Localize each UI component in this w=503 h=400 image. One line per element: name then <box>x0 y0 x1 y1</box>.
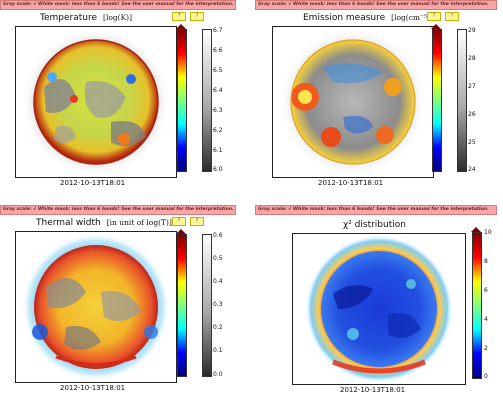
colorbar-tick: 2 <box>484 345 488 352</box>
sun-temperature-map <box>22 28 170 176</box>
colorbar-tick: 10 <box>484 229 492 236</box>
sun-chi2-map <box>305 235 453 383</box>
panel-title-text: χ² distribution <box>343 220 406 230</box>
colorbar-tick: 0 <box>484 373 488 380</box>
colorbar-tick: 27 <box>468 83 476 90</box>
colorbar-tick: 25 <box>468 139 476 146</box>
sun-image-frame <box>292 233 466 385</box>
sun-image-frame <box>15 26 177 178</box>
help-tag[interactable]: ? <box>190 217 204 226</box>
colorbar-tick: 6.0 <box>213 166 223 173</box>
panel-temperature: Gray scale: √ White mask: less than 6 ba… <box>0 0 240 190</box>
help-tag[interactable]: ? <box>445 12 459 21</box>
colorbar-tick: 24 <box>468 166 476 173</box>
panel-title-text: Temperature <box>40 13 98 23</box>
colorbar-arrow-top <box>176 229 186 234</box>
gray-scale-banner: Gray scale: √ White mask: less than 6 ba… <box>0 0 236 10</box>
panel-title-text: Emission measure <box>303 13 386 23</box>
colorbar-gray <box>457 29 467 172</box>
help-tag[interactable]: ? <box>172 12 186 21</box>
sun-emission-map <box>279 28 427 176</box>
help-tag[interactable]: ? <box>172 217 186 226</box>
observation-date: 2012-10-13T18:01 <box>340 386 406 394</box>
colorbar-tick: 6.2 <box>213 127 223 134</box>
colorbar-tick: 26 <box>468 111 476 118</box>
colorbar-tick: 4 <box>484 316 488 323</box>
gray-scale-banner: Gray scale: √ White mask: less than 6 ba… <box>255 0 497 10</box>
observation-date: 2012-10-13T18:01 <box>60 384 126 392</box>
panel-unit: [in unit of log(T)] <box>106 218 172 227</box>
colorbar-tick: 0.4 <box>213 278 223 285</box>
colorbar-tick: 0.0 <box>213 371 223 378</box>
colorbar-tick: 8 <box>484 258 488 265</box>
colorbar-tick: 6.6 <box>213 47 223 54</box>
panel-unit: [log(K)] <box>103 13 133 22</box>
colorbar-tick: 28 <box>468 55 476 62</box>
panel-thermal-width: Gray scale: √ White mask: less than 6 ba… <box>0 205 240 400</box>
colorbar-arrow-top <box>176 24 186 29</box>
colorbar-arrow-top <box>471 227 481 232</box>
panel-title: Thermal width [in unit of log(T)] <box>36 218 172 228</box>
colorbar-tick: 6.7 <box>213 27 223 34</box>
help-tag[interactable]: ? <box>190 12 204 21</box>
panel-emission: Gray scale: √ White mask: less than 6 ba… <box>255 0 500 190</box>
sun-image-frame <box>15 231 177 383</box>
colorbar-tick: 6.4 <box>213 87 223 94</box>
panel-title: Temperature [log(K)] <box>40 13 132 23</box>
colorbar-tick: 6.1 <box>213 147 223 154</box>
panel-title-text: Thermal width <box>36 218 101 228</box>
colorbar-tick: 0.2 <box>213 324 223 331</box>
colorbar-tick: 6.3 <box>213 107 223 114</box>
sun-thermal-width-map <box>22 233 170 381</box>
colorbar-tick: 0.1 <box>213 347 223 354</box>
colorbar-tick: 6.5 <box>213 67 223 74</box>
colorbar-arrow-top <box>431 24 441 29</box>
colorbar-gray <box>202 29 212 172</box>
observation-date: 2012-10-13T18:01 <box>60 179 126 187</box>
gray-scale-banner: Gray scale: √ White mask: less than 6 ba… <box>255 205 497 215</box>
panel-title: Emission measure [log(cm⁻⁵)] <box>303 13 433 23</box>
panel-title: χ² distribution <box>343 220 406 230</box>
colorbar-tick: 0.5 <box>213 255 223 262</box>
colorbar-jet <box>177 234 187 377</box>
observation-date: 2012-10-13T18:01 <box>318 179 384 187</box>
sun-image-frame <box>272 26 434 178</box>
colorbar-tick: 29 <box>468 27 476 34</box>
panel-unit: [log(cm⁻⁵)] <box>391 13 433 22</box>
colorbar-jet <box>177 29 187 172</box>
colorbar-tick: 0.6 <box>213 232 223 239</box>
colorbar-jet <box>472 232 482 379</box>
colorbar-gray <box>202 234 212 377</box>
help-tag[interactable]: ? <box>427 12 441 21</box>
colorbar-jet <box>432 29 442 172</box>
panel-chi2: Gray scale: √ White mask: less than 6 ba… <box>255 205 500 400</box>
colorbar-tick: 0.3 <box>213 301 223 308</box>
gray-scale-banner: Gray scale: √ White mask: less than 6 ba… <box>0 205 236 215</box>
colorbar-tick: 6 <box>484 287 488 294</box>
